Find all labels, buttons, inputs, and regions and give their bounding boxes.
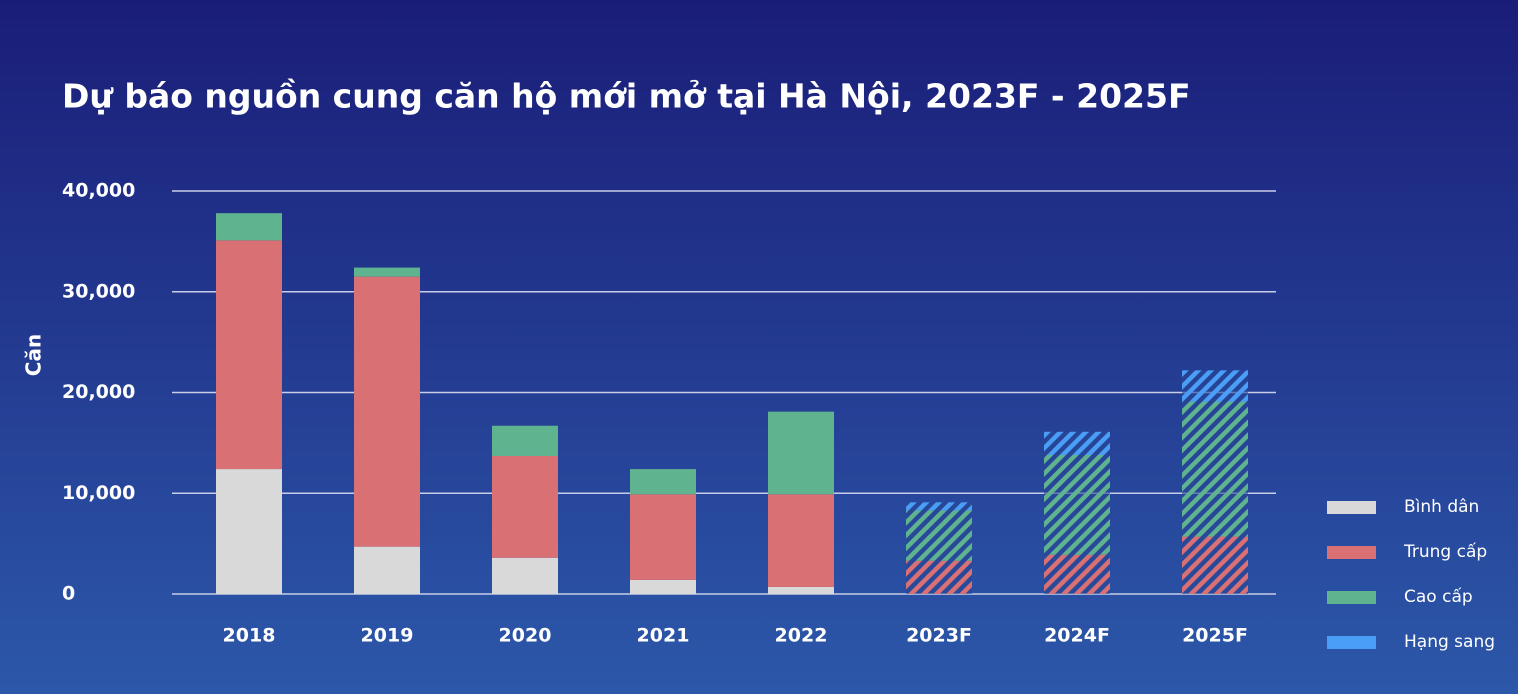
bar-segment (630, 469, 696, 495)
legend-swatch (1327, 501, 1376, 514)
x-tick-label: 2020 (499, 625, 552, 647)
y-tick-label: 40,000 (62, 180, 135, 202)
chart-title: Dự báo nguồn cung căn hộ mới mở tại Hà N… (62, 77, 1191, 116)
bar-segment (354, 267, 420, 277)
bar-segment (492, 557, 558, 594)
y-axis-label: Căn (22, 334, 46, 376)
bar-segment (354, 276, 420, 547)
bar-segment (492, 455, 558, 558)
bar-segment (630, 494, 696, 580)
bar-segment (630, 579, 696, 594)
legend-label: Bình dân (1404, 497, 1479, 517)
x-tick-label: 2023F (906, 625, 972, 647)
bar-segment (1182, 370, 1248, 402)
bar-segment (906, 510, 972, 561)
y-tick-label: 10,000 (62, 482, 135, 504)
bar-segment (768, 494, 834, 587)
bar-segment (768, 411, 834, 495)
bar-segment (492, 425, 558, 456)
bar-segment (354, 546, 420, 594)
bar-segment (1044, 431, 1110, 455)
legend-label: Hạng sang (1404, 632, 1495, 652)
x-tick-label: 2019 (361, 625, 414, 647)
bar-segment (906, 502, 972, 511)
y-tick-label: 20,000 (62, 381, 135, 403)
legend-label: Cao cấp (1404, 586, 1473, 607)
bar-segment (906, 560, 972, 594)
x-tick-label: 2021 (637, 625, 690, 647)
bar-segment (1044, 454, 1110, 555)
legend-swatch (1327, 636, 1376, 649)
y-tick-label: 30,000 (62, 280, 135, 302)
bar-segment (768, 586, 834, 594)
legend-swatch (1327, 591, 1376, 604)
y-tick-label: 0 (62, 583, 75, 605)
bar-segment (216, 469, 282, 594)
x-tick-label: 2018 (223, 625, 276, 647)
legend-label: Trung cấp (1403, 541, 1487, 562)
x-tick-label: 2025F (1182, 625, 1248, 647)
legend-swatch (1327, 546, 1376, 559)
bar-segment (1044, 554, 1110, 594)
x-tick-label: 2024F (1044, 625, 1110, 647)
bar-segment (216, 213, 282, 241)
bar-segment (1182, 536, 1248, 594)
bar-segment (216, 240, 282, 470)
x-tick-label: 2022 (775, 625, 828, 647)
bar-segment (1182, 401, 1248, 537)
